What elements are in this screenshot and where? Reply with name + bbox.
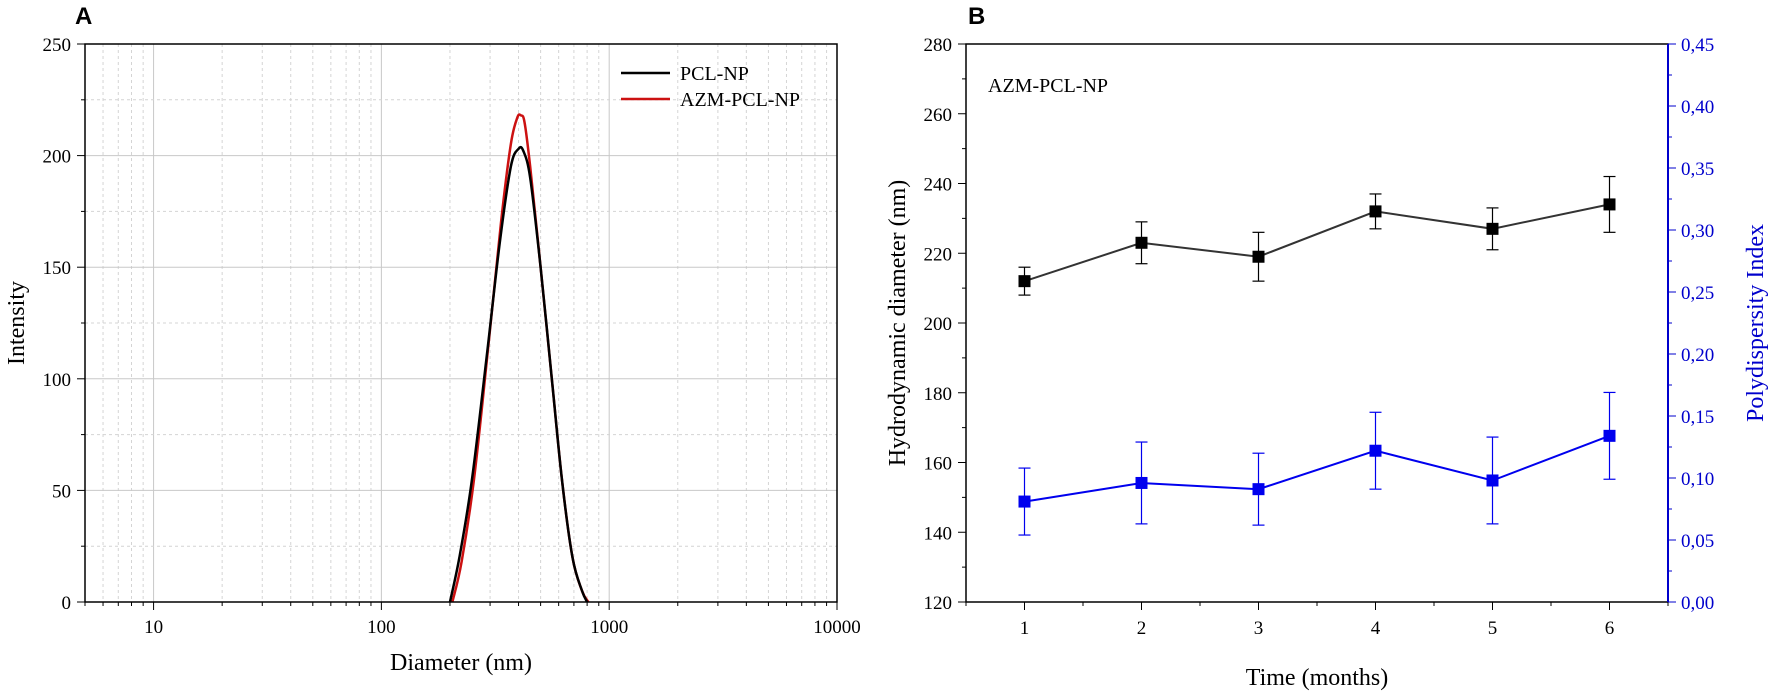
chart-b-y2label: Polydispersity Index — [1743, 224, 1769, 422]
chart-a-grid — [85, 44, 837, 602]
panel-b-label: B — [968, 3, 985, 30]
size-point — [1252, 250, 1265, 263]
panel-a-label: A — [75, 3, 92, 30]
y2-tick-label: 0,30 — [1681, 221, 1714, 242]
chart-b-ticks: 1 2 3 4 5 6 120 140 160 180 200 220 240 260 280 0,00 0,0… — [924, 35, 1715, 639]
y2-tick-label: 0,25 — [1681, 283, 1714, 304]
x-tick-label: 10 — [144, 617, 163, 638]
pdi-point — [1135, 476, 1148, 489]
chart-a-legend: PCL-NP AZM-PCL-NP — [621, 63, 800, 111]
pdi-point — [1486, 474, 1499, 487]
y-tick-label: 50 — [52, 481, 71, 502]
pdi-point — [1252, 483, 1265, 496]
legend-label-azm-pcl-np: AZM-PCL-NP — [680, 89, 800, 111]
y-tick-label: 280 — [924, 35, 953, 56]
size-point — [1486, 222, 1499, 235]
chart-b-annotation: AZM-PCL-NP — [988, 75, 1108, 97]
chart-a-xlabel: Diameter (nm) — [390, 650, 532, 676]
chart-a-frame — [84, 43, 838, 603]
chart-a-ylabel: Intensity — [4, 281, 30, 365]
y-tick-label: 120 — [924, 593, 953, 614]
legend-label-pcl-np: PCL-NP — [680, 63, 749, 85]
pdi-point — [1369, 444, 1382, 457]
y2-tick-label: 0,45 — [1681, 35, 1714, 56]
y2-tick-label: 0,00 — [1681, 593, 1714, 614]
y2-tick-label: 0,35 — [1681, 159, 1714, 180]
y-tick-label: 100 — [43, 370, 72, 391]
x-tick-label: 1000 — [590, 617, 628, 638]
y-tick-label: 200 — [43, 147, 72, 168]
chart-b-series — [1018, 175, 1616, 536]
y2-tick-label: 0,10 — [1681, 469, 1714, 490]
y-tick-label: 160 — [924, 454, 953, 475]
x-tick-label: 10000 — [813, 617, 861, 638]
size-line — [1024, 203, 1610, 283]
size-point — [1135, 236, 1148, 249]
y-tick-label: 260 — [924, 105, 953, 126]
y-tick-label: 240 — [924, 175, 953, 196]
size-point — [1369, 205, 1382, 218]
x-tick-label: 5 — [1488, 618, 1498, 639]
chart-b-xlabel: Time (months) — [1246, 665, 1388, 691]
x-tick-label: 3 — [1254, 618, 1264, 639]
chart-b: 1 2 3 4 5 6 120 140 160 180 200 220 240 260 280 0,00 0,0… — [885, 35, 1769, 691]
y2-tick-label: 0,20 — [1681, 345, 1714, 366]
series-line-pcl-np — [448, 145, 589, 603]
pdi-point — [1018, 495, 1031, 508]
x-tick-label: 6 — [1605, 618, 1615, 639]
chart-a-series — [448, 113, 590, 603]
y-tick-label: 150 — [43, 258, 72, 279]
y2-tick-label: 0,40 — [1681, 97, 1714, 118]
y2-tick-label: 0,15 — [1681, 407, 1714, 428]
y-tick-label: 140 — [924, 523, 953, 544]
pdi-point — [1603, 429, 1616, 442]
chart-a-ticks: 10 100 1000 10000 0 50 100 150 200 250 — [43, 35, 861, 638]
y-tick-label: 200 — [924, 314, 953, 335]
x-tick-label: 4 — [1371, 618, 1381, 639]
chart-b-ylabel: Hydrodynamic diameter (nm) — [885, 180, 911, 467]
y-tick-label: 250 — [43, 35, 72, 56]
size-point — [1603, 198, 1616, 211]
y-tick-label: 220 — [924, 244, 953, 265]
x-tick-label: 2 — [1137, 618, 1147, 639]
x-tick-label: 100 — [367, 617, 396, 638]
chart-a: 10 100 1000 10000 0 50 100 150 200 250 Diameter (… — [4, 35, 861, 676]
y2-tick-label: 0,05 — [1681, 531, 1714, 552]
y-tick-label: 180 — [924, 384, 953, 405]
y-tick-label: 0 — [62, 593, 72, 614]
chart-b-frame — [965, 43, 1669, 603]
x-tick-label: 1 — [1020, 618, 1030, 639]
size-point — [1018, 275, 1031, 288]
pdi-line — [1024, 434, 1610, 503]
